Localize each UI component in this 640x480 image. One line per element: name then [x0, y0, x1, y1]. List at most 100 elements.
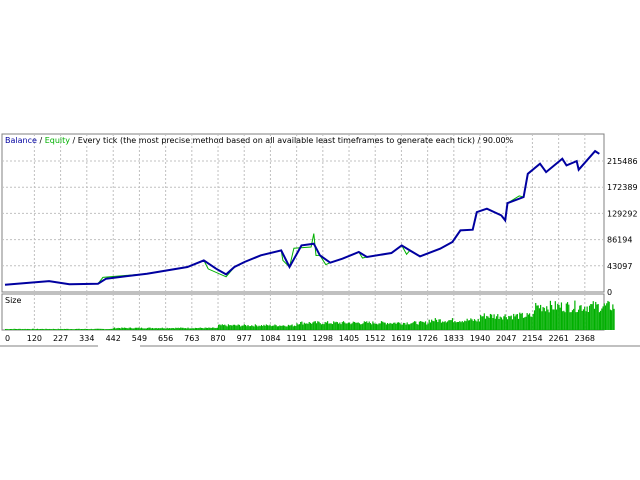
size-bar — [155, 327, 157, 330]
size-bar — [329, 323, 331, 330]
size-bar — [412, 322, 414, 330]
x-tick-label: 2154 — [522, 334, 542, 343]
size-bar — [207, 327, 209, 330]
size-bar — [334, 322, 336, 330]
size-bar — [603, 303, 605, 330]
size-bar — [429, 322, 432, 330]
size-bar — [372, 321, 374, 330]
size-bar — [215, 327, 217, 330]
size-bar — [240, 326, 242, 330]
size-bar — [569, 312, 571, 330]
size-bar — [546, 306, 548, 330]
size-bar — [322, 323, 324, 330]
size-bar — [88, 329, 90, 330]
size-bar — [564, 312, 566, 330]
size-bar — [315, 323, 318, 330]
size-bar — [145, 328, 147, 330]
size-bar — [389, 322, 391, 330]
size-bar — [513, 313, 515, 330]
size-bar — [383, 322, 385, 330]
size-bar — [12, 329, 14, 330]
size-bar — [341, 322, 343, 330]
size-bar — [6, 328, 8, 330]
size-bar — [274, 324, 276, 330]
size-bar — [138, 327, 140, 330]
size-bar — [437, 322, 439, 330]
size-bar — [487, 316, 489, 330]
size-bar — [84, 328, 86, 330]
size-bar — [173, 328, 176, 330]
size-bar — [69, 329, 72, 330]
size-bar — [413, 321, 416, 330]
size-bar — [395, 323, 397, 330]
size-bar — [386, 322, 389, 330]
legend-balance: Balance — [5, 136, 37, 145]
size-bar — [90, 328, 92, 330]
size-bar — [273, 325, 275, 330]
size-bar — [379, 323, 381, 330]
x-tick-label: 2261 — [548, 334, 568, 343]
size-bar — [38, 329, 40, 330]
y-tick-label: 172389 — [607, 183, 638, 192]
size-bar — [259, 326, 261, 330]
size-bar — [336, 322, 338, 330]
size-bar — [590, 304, 592, 330]
chart-header: Balance / Equity / Every tick (the most … — [5, 136, 513, 145]
size-bar — [271, 325, 274, 330]
size-bar — [204, 327, 206, 330]
size-bar — [116, 328, 118, 330]
size-bar — [47, 329, 50, 330]
size-bar — [260, 325, 263, 330]
size-bar — [120, 328, 122, 330]
size-bar — [407, 324, 409, 330]
size-bar — [14, 328, 16, 330]
size-bar — [443, 322, 445, 330]
y-tick-label: 129292 — [607, 209, 638, 218]
size-bar — [375, 323, 378, 330]
size-bar — [186, 328, 188, 330]
size-bar — [171, 327, 173, 330]
size-bar — [335, 321, 337, 330]
size-bar — [205, 327, 207, 330]
size-bar — [445, 322, 447, 330]
size-bar — [378, 323, 380, 330]
size-bar — [235, 325, 237, 330]
size-bar — [455, 322, 457, 330]
size-bar — [218, 324, 220, 330]
size-bar — [357, 322, 359, 330]
size-bar — [29, 329, 31, 330]
size-bar — [263, 324, 265, 330]
size-bar — [547, 309, 549, 330]
size-bar — [571, 310, 574, 330]
size-bar — [577, 309, 580, 330]
size-bar — [347, 322, 350, 330]
size-bar — [568, 304, 570, 330]
size-bar — [404, 322, 406, 330]
size-bar — [483, 313, 485, 330]
size-bar — [24, 328, 26, 330]
x-tick-label: 442 — [106, 334, 121, 343]
size-bar — [210, 327, 212, 330]
size-bar — [606, 303, 608, 330]
size-bar — [377, 324, 379, 330]
size-bar — [129, 327, 132, 330]
size-bar — [208, 327, 210, 330]
size-bar — [388, 324, 390, 330]
size-bar — [491, 314, 493, 330]
size-bar — [494, 318, 496, 330]
size-bar — [350, 324, 352, 330]
size-bar — [169, 328, 171, 330]
size-bar — [541, 311, 543, 330]
size-bar — [352, 321, 354, 330]
size-bar — [89, 329, 91, 330]
size-bar — [604, 305, 607, 330]
size-bar — [346, 323, 348, 330]
size-bar — [45, 328, 47, 330]
size-label: Size — [5, 296, 22, 305]
size-bar — [531, 316, 533, 330]
size-bar — [67, 328, 69, 330]
size-bar — [421, 321, 423, 330]
size-bar — [193, 328, 195, 330]
size-bar — [248, 326, 250, 330]
size-bar — [521, 312, 523, 330]
